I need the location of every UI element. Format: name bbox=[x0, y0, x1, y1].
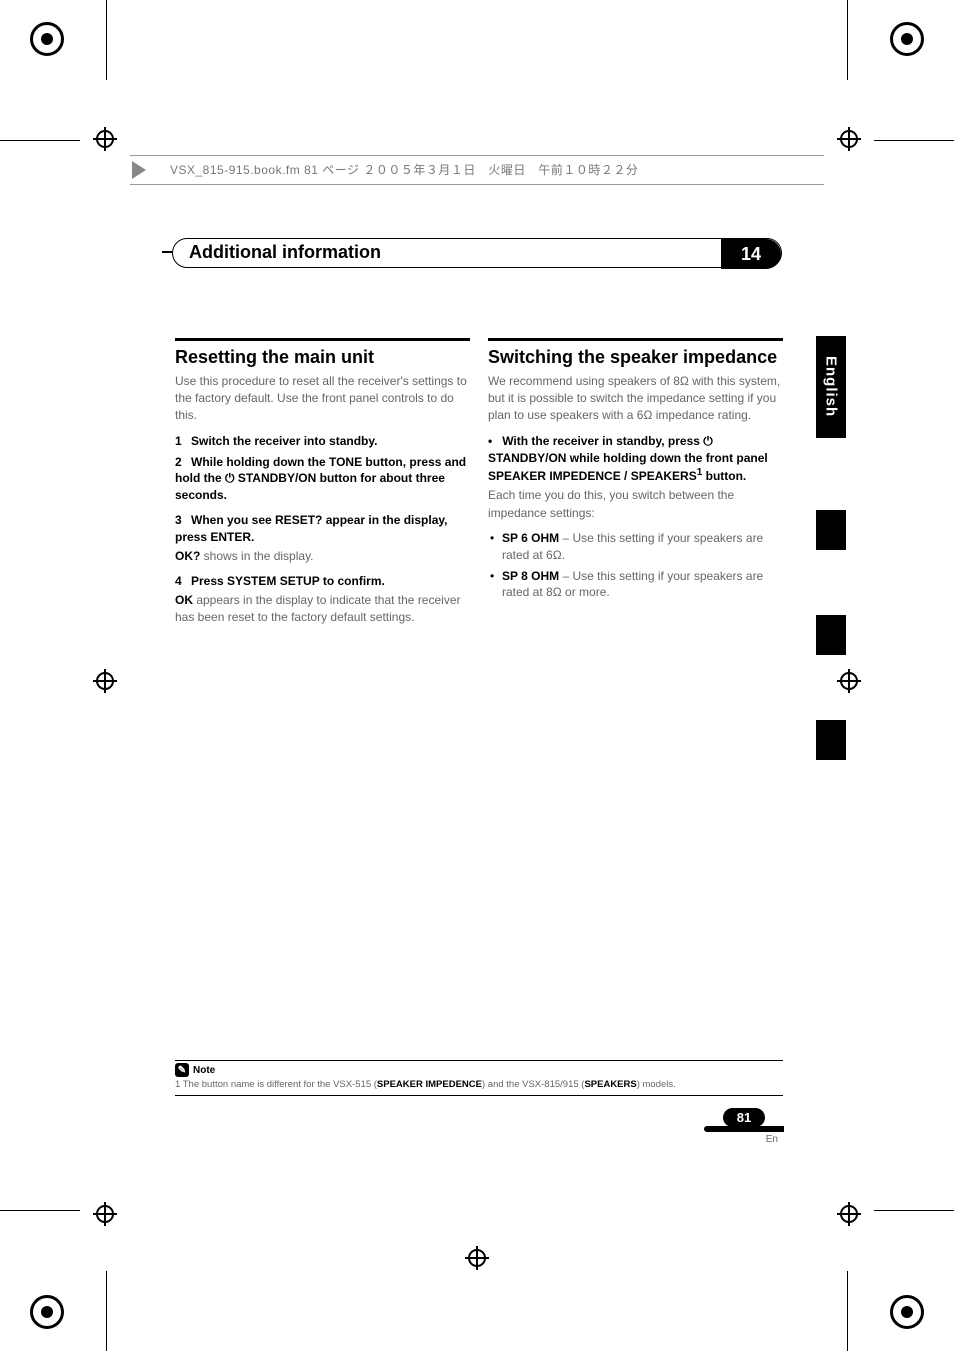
step-4-note: OK appears in the display to indicate th… bbox=[175, 592, 470, 627]
section-heading-reset: Resetting the main unit bbox=[175, 347, 470, 369]
chapter-header: Additional information 14 bbox=[172, 238, 782, 270]
section-heading-impedance: Switching the speaker impedance bbox=[488, 347, 783, 369]
section-rule bbox=[488, 338, 783, 341]
thumb-index-block bbox=[816, 720, 846, 760]
step-1: 1Switch the receiver into standby. bbox=[175, 433, 470, 450]
note-label: ✎ Note bbox=[175, 1063, 783, 1077]
crosshair-br bbox=[840, 1205, 858, 1223]
left-column: Resetting the main unit Use this procedu… bbox=[175, 338, 470, 635]
right-column: Switching the speaker impedance We recom… bbox=[488, 338, 783, 605]
file-header: VSX_815-915.book.fm 81 ページ ２００５年３月１日 火曜日… bbox=[130, 155, 824, 185]
registration-target-tr bbox=[890, 22, 924, 56]
crosshair-mid-right bbox=[840, 672, 858, 690]
file-header-text: VSX_815-915.book.fm 81 ページ ２００５年３月１日 火曜日… bbox=[170, 161, 638, 178]
option-sp6: SP 6 OHM – Use this setting if your spea… bbox=[488, 530, 783, 564]
thumb-index-block bbox=[816, 615, 846, 655]
crop-line bbox=[0, 140, 80, 141]
crop-line bbox=[874, 140, 954, 141]
crosshair-mid-left bbox=[96, 672, 114, 690]
note-icon: ✎ bbox=[175, 1063, 189, 1077]
language-tab: English bbox=[816, 336, 846, 438]
registration-target-bl bbox=[30, 1295, 64, 1329]
registration-target-tl bbox=[30, 22, 64, 56]
crop-line bbox=[106, 1271, 107, 1351]
thumb-index-block bbox=[816, 510, 846, 550]
chapter-title: Additional information bbox=[189, 242, 381, 263]
step-2: 2While holding down the TONE button, pre… bbox=[175, 454, 470, 504]
registration-target-br bbox=[890, 1295, 924, 1329]
page-number: 81 bbox=[723, 1108, 765, 1127]
content-area: Resetting the main unit Use this procedu… bbox=[175, 338, 783, 635]
footnote: ✎ Note 1 The button name is different fo… bbox=[175, 1060, 783, 1096]
step-3-note: OK? shows in the display. bbox=[175, 548, 470, 565]
crop-line bbox=[874, 1210, 954, 1211]
section-rule bbox=[175, 338, 470, 341]
intro-text: Use this procedure to reset all the rece… bbox=[175, 373, 470, 425]
page-number-badge: 81 En bbox=[704, 1108, 784, 1145]
option-sp8: SP 8 OHM – Use this setting if your spea… bbox=[488, 568, 783, 602]
crop-line bbox=[106, 0, 107, 80]
crosshair-tl bbox=[96, 130, 114, 148]
chapter-number: 14 bbox=[721, 239, 781, 269]
arrow-icon bbox=[132, 161, 146, 179]
page-lang: En bbox=[704, 1134, 784, 1145]
step-4: 4Press SYSTEM SETUP to confirm. bbox=[175, 573, 470, 590]
instruction-after: Each time you do this, you switch betwee… bbox=[488, 487, 783, 522]
crop-line bbox=[847, 0, 848, 80]
crop-line bbox=[0, 1210, 80, 1211]
crosshair-tr bbox=[840, 130, 858, 148]
intro-text: We recommend using speakers of 8Ω with t… bbox=[488, 373, 783, 425]
crosshair-bottom-mid bbox=[468, 1249, 486, 1267]
crosshair-bl bbox=[96, 1205, 114, 1223]
crop-line bbox=[847, 1271, 848, 1351]
step-3: 3When you see RESET? appear in the displ… bbox=[175, 512, 470, 546]
instruction-bullet: • With the receiver in standby, press ⏻ … bbox=[488, 433, 783, 485]
footnote-text: 1 The button name is different for the V… bbox=[175, 1079, 783, 1091]
